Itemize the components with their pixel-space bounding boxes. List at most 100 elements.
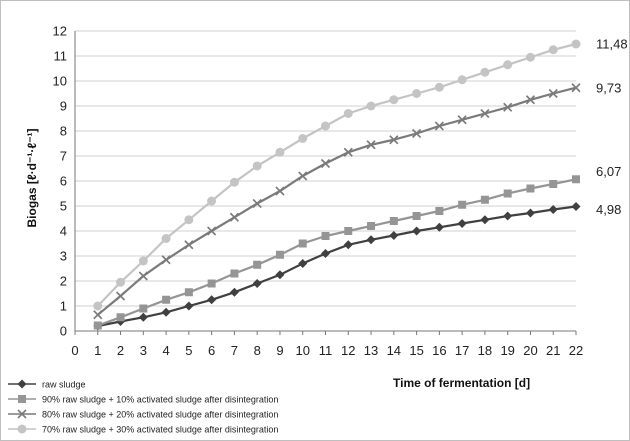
legend-label: 90% raw sludge + 10% activated sludge af… <box>42 395 278 405</box>
data-point <box>389 231 399 240</box>
legend-item: 70% raw sludge + 30% activated sludge af… <box>8 424 278 435</box>
x-tick-label: 13 <box>364 343 378 358</box>
x-marker-stroke <box>252 198 262 209</box>
y-tick-label: 1 <box>60 299 67 314</box>
x-tick-label: 2 <box>117 343 124 358</box>
data-point <box>161 234 171 243</box>
data-point <box>161 255 171 265</box>
series-line <box>97 42 577 307</box>
data-point <box>343 147 353 157</box>
data-point <box>93 301 103 311</box>
y-tick-label: 3 <box>60 249 67 264</box>
x-tick-label: 3 <box>140 343 147 358</box>
x-tick-label: 20 <box>523 343 537 358</box>
data-point <box>480 108 490 119</box>
x-marker-stroke <box>298 171 308 181</box>
y-tick-label: 0 <box>60 324 67 339</box>
data-point <box>207 226 217 236</box>
data-point <box>457 115 467 125</box>
data-point <box>503 60 513 70</box>
x-tick-label: 21 <box>546 343 560 358</box>
series-line <box>97 86 577 316</box>
end-value-label: 4,98 <box>596 202 621 217</box>
data-point <box>503 211 513 221</box>
x-tick-label: 19 <box>500 343 514 358</box>
data-point <box>321 232 330 240</box>
x-tick-label: 18 <box>478 343 492 358</box>
x-tick-label: 4 <box>162 343 169 358</box>
y-tick-label: 7 <box>60 149 67 164</box>
x-tick-label: 15 <box>409 343 423 358</box>
series <box>93 39 581 311</box>
data-point <box>229 212 239 222</box>
data-point <box>525 95 536 105</box>
legend-marker <box>17 424 27 434</box>
data-point <box>116 313 125 322</box>
end-value-label: 6,07 <box>596 164 621 179</box>
data-point <box>138 312 148 322</box>
data-point <box>298 134 308 143</box>
data-point <box>138 271 148 281</box>
x-tick-label: 12 <box>341 343 355 358</box>
data-point <box>389 135 399 145</box>
data-point <box>230 269 239 278</box>
legend-label: 70% raw sludge + 30% activated sludge af… <box>42 425 278 435</box>
data-point <box>139 304 148 313</box>
data-point <box>549 180 558 188</box>
data-point <box>184 301 194 311</box>
data-point <box>207 196 217 206</box>
data-point <box>321 121 330 131</box>
data-point <box>548 205 558 214</box>
data-point <box>389 95 399 105</box>
x-marker-stroke <box>229 212 239 222</box>
data-point <box>389 217 398 225</box>
x-marker-stroke <box>480 108 490 119</box>
series <box>93 202 581 331</box>
data-point <box>252 161 262 171</box>
data-point <box>525 208 535 218</box>
data-point <box>526 184 535 193</box>
data-point <box>252 198 262 209</box>
legend-label: raw sludge <box>42 380 86 390</box>
series-line <box>97 205 577 328</box>
y-tick-label: 2 <box>60 274 67 289</box>
legend-marker <box>17 409 27 419</box>
x-tick-label: 9 <box>276 343 283 358</box>
data-point <box>571 83 581 93</box>
x-marker-stroke <box>366 140 376 150</box>
data-point <box>435 207 444 215</box>
x-marker-stroke <box>184 240 194 250</box>
data-point <box>252 279 262 288</box>
x-marker-stroke <box>93 310 103 320</box>
data-point <box>275 147 285 157</box>
gridlines <box>75 30 576 307</box>
x-marker-stroke <box>503 102 513 112</box>
data-point <box>366 101 376 111</box>
x-tick-label: 0 <box>71 343 78 358</box>
data-point <box>457 219 467 228</box>
x-tick-label: 17 <box>455 343 469 358</box>
y-tick-label: 9 <box>60 99 67 114</box>
x-marker-stroke <box>161 255 171 265</box>
data-point <box>116 277 126 287</box>
y-tick-label: 6 <box>60 174 67 189</box>
x-marker-stroke <box>548 88 558 99</box>
data-point <box>412 128 422 139</box>
x-marker-stroke <box>138 271 148 281</box>
data-point <box>572 175 580 184</box>
x-marker-stroke <box>343 147 353 157</box>
x-marker-stroke <box>571 83 581 93</box>
data-point <box>503 189 512 198</box>
data-point <box>161 307 171 317</box>
data-point <box>503 102 513 112</box>
data-point <box>480 215 490 225</box>
data-point <box>548 88 558 99</box>
data-point <box>434 222 444 232</box>
data-point <box>298 259 308 268</box>
data-point <box>412 212 421 220</box>
data-point <box>207 279 216 288</box>
x-tick-label: 8 <box>254 343 261 358</box>
data-point <box>229 287 239 297</box>
